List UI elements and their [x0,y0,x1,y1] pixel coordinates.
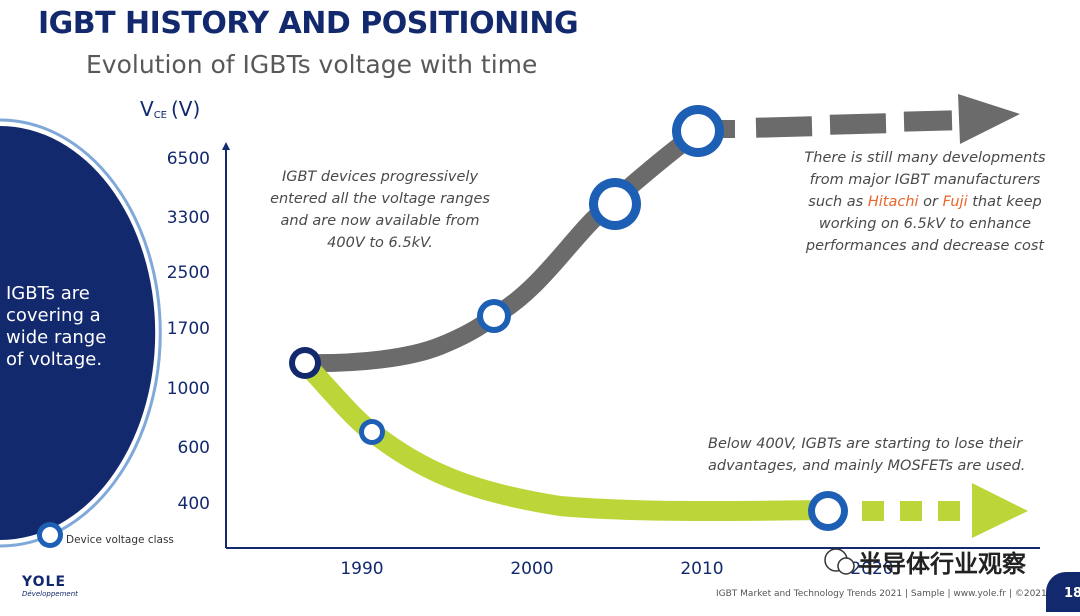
y-tick-1700: 1700 [167,319,210,339]
yole-logo-sub: Développement [22,590,78,598]
x-tick-2020: 2020 [850,559,893,579]
marker-1700v [477,299,511,333]
x-tick-2010: 2010 [680,559,723,579]
watermark-text: 半导体行业观察 [858,550,1026,578]
y-tick-600: 600 [178,438,210,458]
yole-logo: YOLE [22,574,67,590]
note-developments: There is still many developments from ma… [800,147,1050,257]
y-axis-arrow [222,142,230,150]
y-axis-label-main: V [140,97,154,121]
wechat-icon [824,548,855,575]
y-axis-label-unit: (V) [171,97,200,121]
side-panel-text: IGBTs are covering a wide range of volta… [6,283,107,370]
marker-400v [808,491,848,531]
y-tick-3300: 3300 [167,208,210,228]
y-tick-2500: 2500 [167,263,210,283]
series-low-voltage-trend [862,483,1028,538]
side-panel-shape [0,126,156,540]
series-high-voltage-trend [720,94,1020,144]
note-developments-b: that keep working on 6.5kV to enhance pe… [805,194,1045,254]
y-axis-label-sub: CE [154,110,167,121]
y-axis-label: VCE (V) [140,97,200,121]
y-tick-6500: 6500 [167,149,210,169]
watermark: 半导体行业观察 [858,544,1026,579]
marker-1200v [289,347,321,379]
x-tick-2000: 2000 [510,559,553,579]
series-low-voltage-line [295,353,838,522]
y-tick-400: 400 [178,494,210,514]
legend-marker [37,522,63,548]
page-subtitle: Evolution of IGBTs voltage with time [86,50,538,79]
page-number: 18 [1046,572,1080,612]
note-below-400v: Below 400V, IGBTs are starting to lose t… [708,436,1026,474]
footer: IGBT Market and Technology Trends 2021 |… [716,589,1047,599]
note-developments-a: There is still many developments from ma… [804,150,1046,210]
note-hitachi: Hitachi [867,194,919,210]
marker-3300v [589,178,641,230]
note-fuji: Fuji [942,194,968,210]
y-tick-1000: 1000 [167,379,210,399]
side-panel-shape-highlight [0,118,162,548]
note-igbt-progress: IGBT devices progressively entered all t… [270,169,490,251]
x-tick-1990: 1990 [340,559,383,579]
note-or: or [918,194,943,210]
marker-6500v [672,105,724,157]
marker-700v [359,419,385,445]
page-title: IGBT HISTORY AND POSITIONING [38,6,579,41]
legend-label: Device voltage class [66,534,174,546]
